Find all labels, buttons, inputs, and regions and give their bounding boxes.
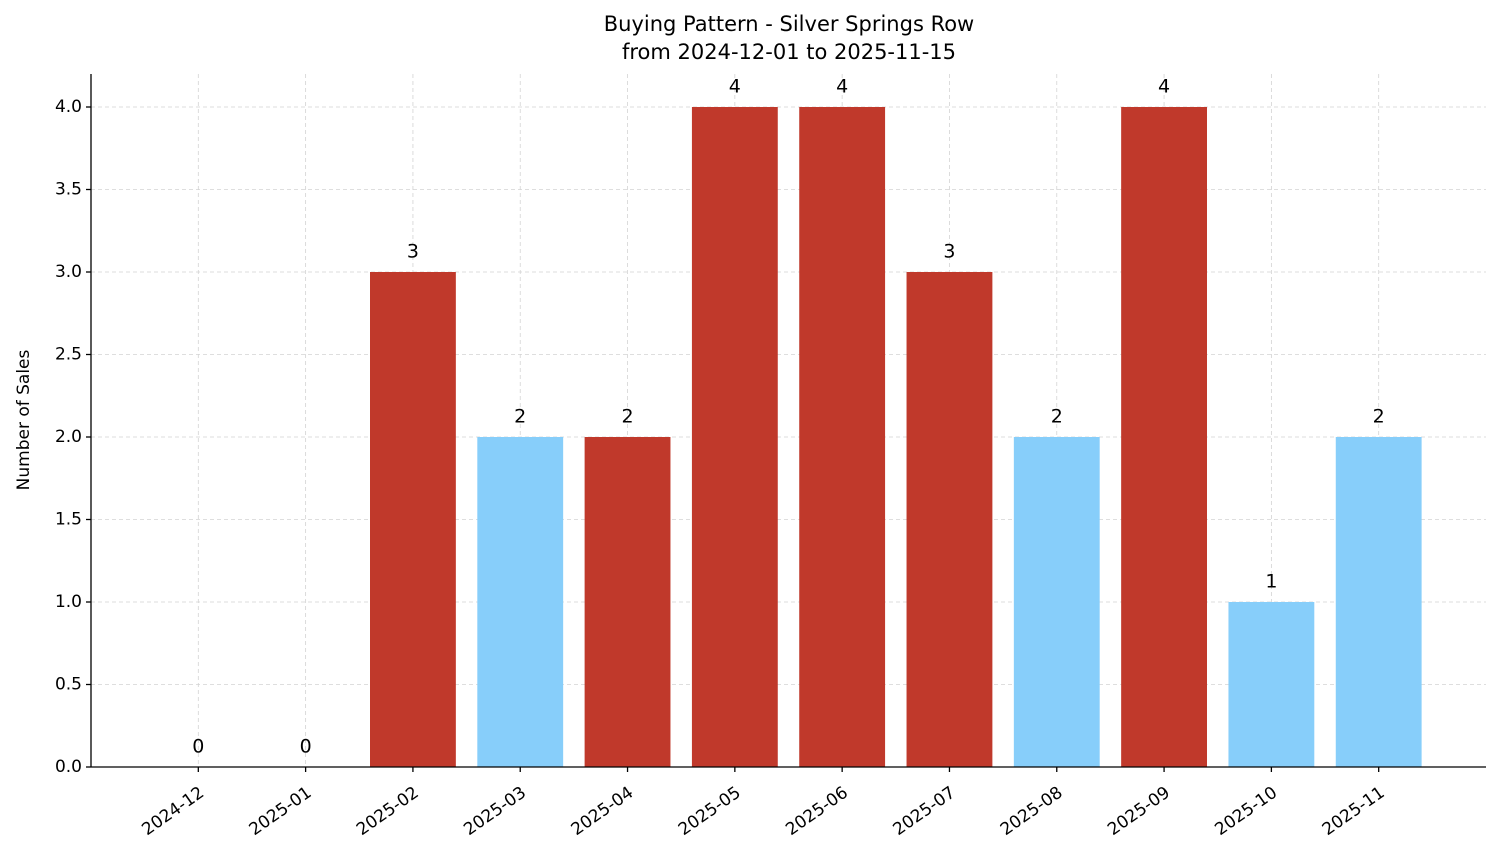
x-tick-label: 2025-04	[568, 783, 638, 840]
x-tick-label: 2024-12	[138, 783, 208, 840]
bar	[477, 437, 564, 767]
bar	[799, 107, 886, 767]
x-tick-label: 2025-05	[675, 783, 745, 840]
bar	[1335, 437, 1422, 767]
chart-subtitle: from 2024-12-01 to 2025-11-15	[622, 40, 956, 64]
y-tick-label: 4.0	[55, 97, 82, 117]
value-label: 3	[943, 241, 955, 263]
x-tick-label: 2025-09	[1104, 783, 1174, 840]
bar	[1228, 602, 1315, 767]
x-tick-label: 2025-11	[1319, 783, 1389, 840]
value-label: 0	[300, 736, 312, 758]
value-label: 4	[729, 76, 741, 98]
y-tick-label: 3.5	[55, 180, 82, 200]
x-tick-label: 2025-03	[460, 783, 530, 840]
bar	[1121, 107, 1207, 767]
bar	[906, 272, 993, 767]
x-tick-label: 2025-02	[353, 783, 423, 840]
bar	[691, 107, 778, 767]
value-label: 2	[1051, 406, 1063, 428]
y-tick-label: 1.5	[55, 510, 82, 530]
y-tick-label: 2.5	[55, 345, 82, 365]
bar	[584, 437, 671, 767]
x-tick-label: 2025-06	[782, 783, 852, 840]
value-label: 0	[192, 736, 204, 758]
bar	[1013, 437, 1100, 767]
value-label: 2	[621, 406, 633, 428]
y-tick-label: 0.5	[55, 675, 82, 695]
x-tick-label: 2025-07	[890, 783, 960, 840]
value-label: 4	[836, 76, 848, 98]
value-label: 4	[1158, 76, 1170, 98]
y-tick-label: 3.0	[55, 262, 82, 282]
bar	[370, 272, 456, 767]
value-label: 2	[514, 406, 526, 428]
value-label: 3	[407, 241, 419, 263]
y-axis-label: Number of Sales	[14, 349, 34, 490]
y-tick-label: 0.0	[55, 757, 82, 777]
x-tick-label: 2025-10	[1211, 783, 1281, 840]
y-tick-label: 2.0	[55, 427, 82, 447]
value-label: 2	[1373, 406, 1385, 428]
x-tick-label: 2025-01	[246, 783, 316, 840]
value-label: 1	[1265, 571, 1277, 593]
x-tick-label: 2025-08	[997, 783, 1067, 840]
y-tick-label: 1.0	[55, 592, 82, 612]
chart-title: Buying Pattern - Silver Springs Row	[604, 12, 974, 36]
